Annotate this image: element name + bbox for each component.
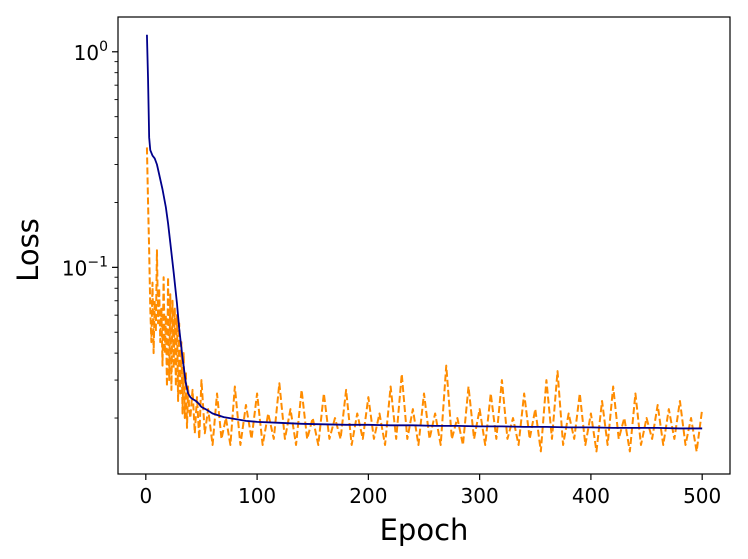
series-layer	[145, 34, 704, 453]
y-tick-exponent: −1	[87, 254, 108, 270]
x-tick-label: 500	[683, 484, 721, 508]
x-tick-label: 100	[238, 484, 276, 508]
x-tick-label: 400	[572, 484, 610, 508]
y-tick-exponent: 0	[99, 39, 108, 55]
x-axis-title: Epoch	[380, 513, 469, 547]
series-line-0	[146, 34, 703, 430]
plot-area-frame	[117, 16, 731, 475]
x-axis: 0 100 200 300 400 500	[139, 474, 721, 508]
x-tick-label: 0	[139, 484, 152, 508]
x-tick-label: 300	[461, 484, 499, 508]
y-tick-base: 10	[62, 256, 87, 280]
y-tick-base: 10	[74, 41, 99, 65]
y-axis-title: Loss	[11, 218, 45, 282]
y-tick-label: 100	[74, 39, 108, 65]
y-tick-label: 10−1	[62, 254, 108, 280]
series-line-1	[145, 147, 704, 453]
x-tick-label: 200	[349, 484, 387, 508]
